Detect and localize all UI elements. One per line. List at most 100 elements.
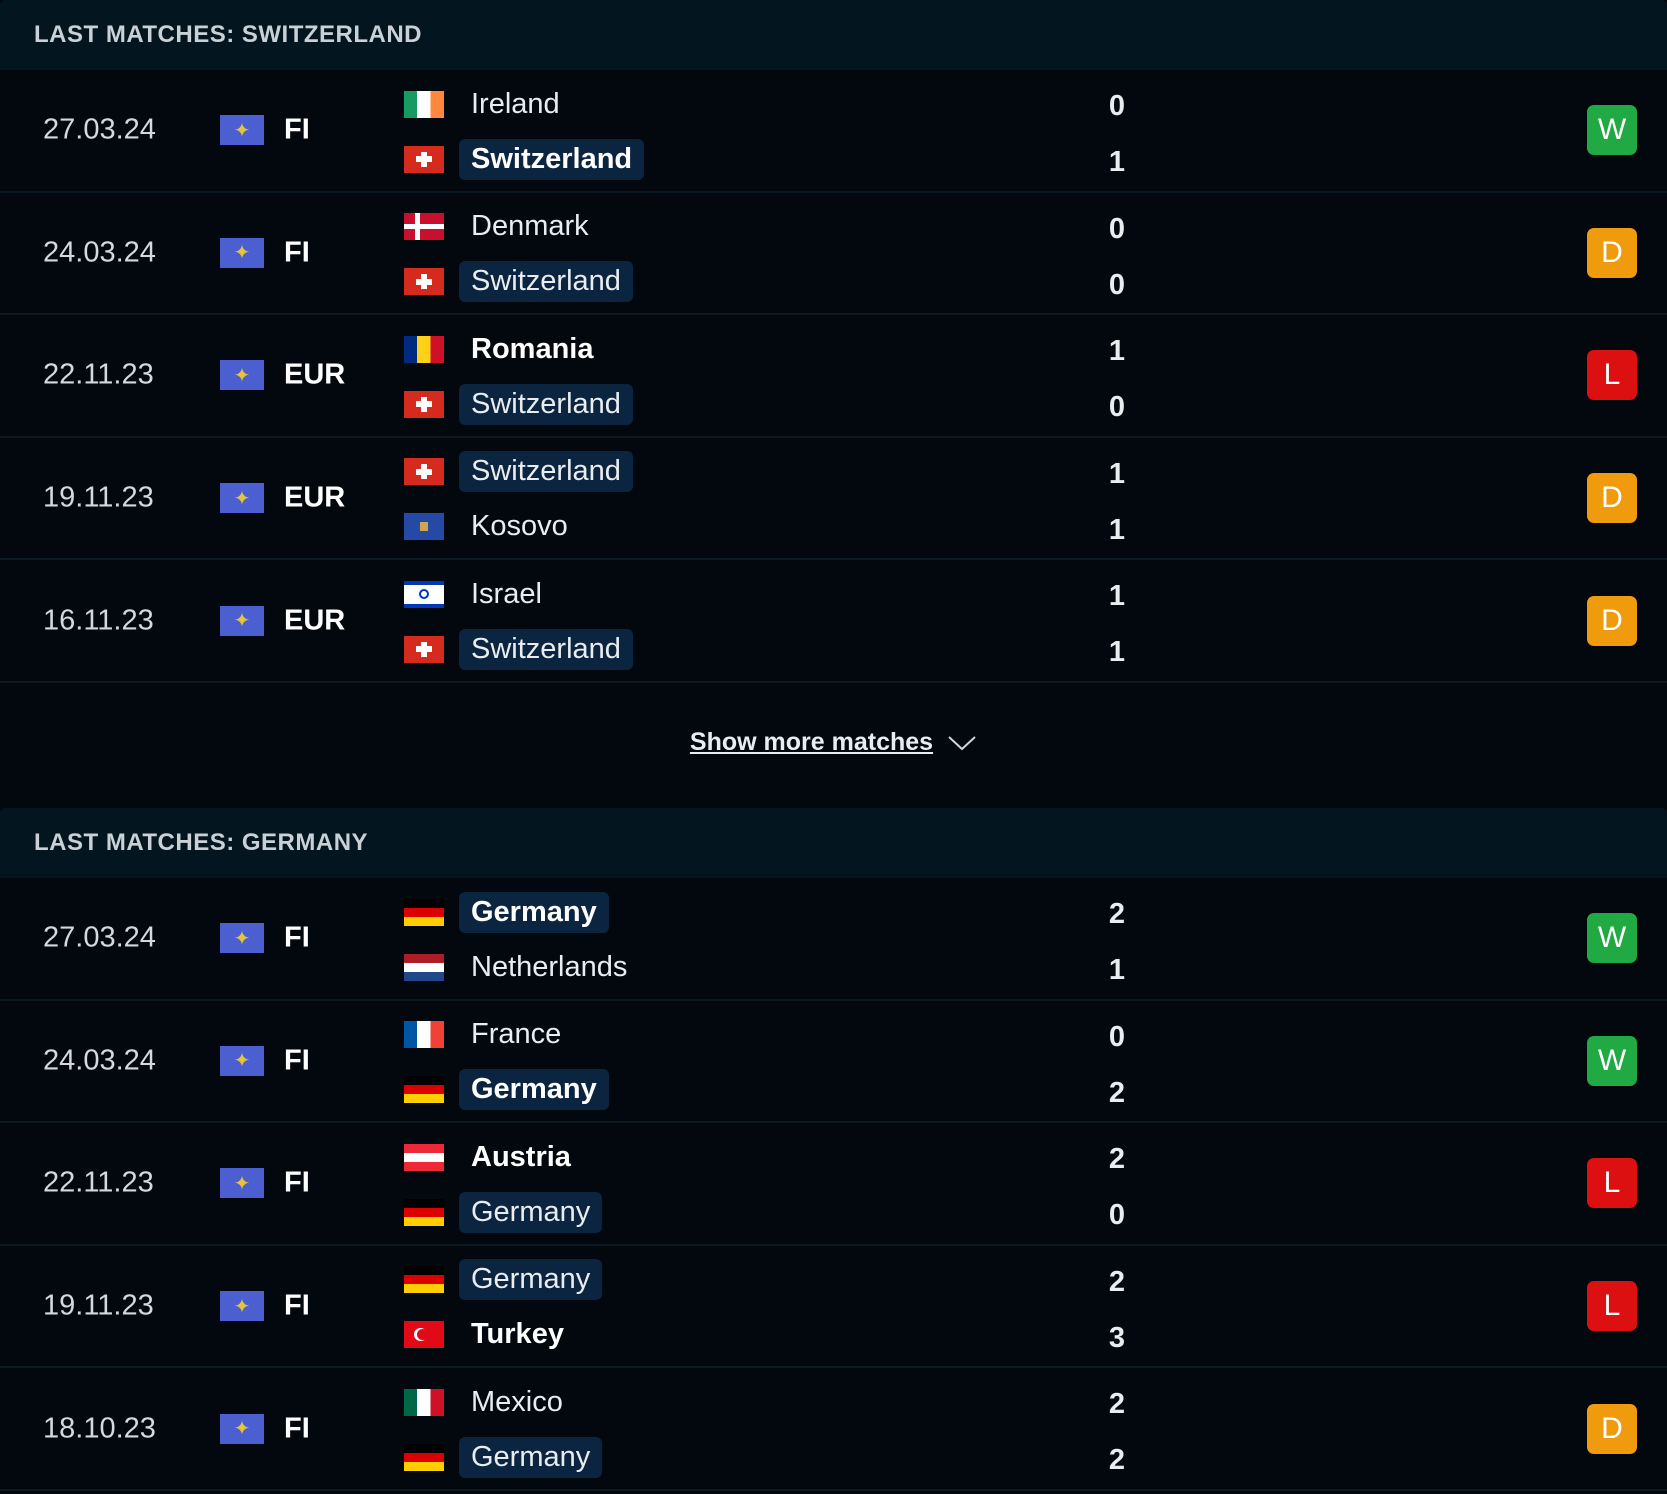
away-score: 0 bbox=[1108, 391, 1126, 424]
match-row[interactable]: 22.11.23 ✦ FI Austria Germany 2 0 L bbox=[0, 1123, 1667, 1246]
match-row[interactable]: 27.03.24 ✦ FI Germany Netherlands 2 1 W bbox=[0, 878, 1667, 1001]
match-row[interactable]: 22.11.23 ✦ EUR Romania Switzerland 1 0 L bbox=[0, 315, 1667, 438]
competition-label: EUR bbox=[284, 604, 346, 637]
team-name: Kosovo bbox=[471, 510, 568, 543]
netherlands-flag-icon bbox=[404, 953, 444, 981]
team-name: Switzerland bbox=[459, 451, 633, 493]
team-name: Germany bbox=[459, 1069, 609, 1111]
denmark-flag-icon bbox=[404, 213, 444, 241]
competition-label: FI bbox=[284, 921, 310, 954]
away-score: 1 bbox=[1108, 954, 1126, 986]
team-name: Switzerland bbox=[459, 383, 633, 425]
section-germany: LAST MATCHES: GERMANY 27.03.24 ✦ FI Germ… bbox=[0, 808, 1667, 1491]
section-switzerland: LAST MATCHES: SWITZERLAND 27.03.24 ✦ FI … bbox=[0, 0, 1667, 803]
match-date: 16.11.23 bbox=[43, 604, 154, 637]
team-name: Denmark bbox=[471, 210, 589, 243]
team-home[interactable]: Switzerland bbox=[404, 447, 633, 497]
team-home[interactable]: Romania bbox=[404, 324, 605, 374]
competition-label: FI bbox=[284, 1289, 310, 1322]
switzerland-flag-icon bbox=[404, 635, 444, 663]
team-home[interactable]: Ireland bbox=[404, 79, 572, 129]
away-score: 2 bbox=[1108, 1076, 1126, 1109]
show-more-label: Show more matches bbox=[689, 728, 934, 757]
result-badge: D bbox=[1587, 595, 1637, 646]
home-score: 2 bbox=[1108, 1143, 1126, 1176]
world-competition-icon: ✦ bbox=[220, 483, 264, 514]
result-badge: L bbox=[1587, 1281, 1637, 1332]
world-competition-icon: ✦ bbox=[220, 1168, 264, 1199]
match-date: 24.03.24 bbox=[43, 236, 156, 269]
team-home[interactable]: Israel bbox=[404, 569, 554, 619]
team-home[interactable]: Austria bbox=[404, 1132, 583, 1182]
away-score: 2 bbox=[1108, 1444, 1126, 1477]
match-row[interactable]: 27.03.24 ✦ FI Ireland Switzerland 0 1 W bbox=[0, 70, 1667, 193]
team-away[interactable]: Germany bbox=[404, 1432, 603, 1482]
match-row[interactable]: 19.11.23 ✦ FI Germany Turkey 2 3 L bbox=[0, 1245, 1667, 1369]
home-score: 2 bbox=[1108, 898, 1126, 930]
result-badge: W bbox=[1587, 913, 1637, 964]
team-name: Netherlands bbox=[471, 950, 628, 983]
match-date: 22.11.23 bbox=[43, 1166, 154, 1199]
switzerland-flag-icon bbox=[404, 268, 444, 296]
result-badge: D bbox=[1587, 227, 1637, 278]
world-competition-icon: ✦ bbox=[220, 237, 264, 268]
competition-label: FI bbox=[284, 1166, 310, 1199]
world-competition-icon: ✦ bbox=[220, 115, 264, 146]
switzerland-flag-icon bbox=[404, 390, 444, 418]
away-score: 0 bbox=[1108, 268, 1126, 301]
team-away[interactable]: Germany bbox=[404, 1065, 609, 1115]
match-row[interactable]: 24.03.24 ✦ FI Denmark Switzerland 0 0 D bbox=[0, 192, 1667, 316]
match-row[interactable]: 19.11.23 ✦ EUR Switzerland Kosovo 1 1 D bbox=[0, 437, 1667, 561]
romania-flag-icon bbox=[404, 335, 444, 363]
home-score: 1 bbox=[1108, 335, 1126, 368]
team-away[interactable]: Germany bbox=[404, 1187, 603, 1237]
team-away[interactable]: Kosovo bbox=[404, 502, 580, 552]
switzerland-flag-icon bbox=[404, 458, 444, 486]
match-date: 22.11.23 bbox=[43, 358, 154, 391]
result-badge: L bbox=[1587, 1158, 1637, 1209]
world-competition-icon: ✦ bbox=[220, 605, 264, 636]
team-away[interactable]: Switzerland bbox=[404, 134, 645, 184]
team-name: Germany bbox=[459, 891, 609, 933]
section-header: LAST MATCHES: SWITZERLAND bbox=[0, 0, 1667, 70]
match-date: 27.03.24 bbox=[43, 921, 156, 954]
match-row[interactable]: 16.11.23 ✦ EUR Israel Switzerland 1 1 D bbox=[0, 560, 1667, 683]
away-score: 1 bbox=[1108, 636, 1126, 669]
result-badge: W bbox=[1587, 105, 1637, 156]
team-away[interactable]: Switzerland bbox=[404, 257, 633, 307]
team-name: Switzerland bbox=[459, 138, 645, 180]
match-date: 19.11.23 bbox=[43, 1289, 154, 1322]
competition-label: FI bbox=[284, 113, 310, 146]
germany-flag-icon bbox=[404, 898, 444, 926]
home-score: 0 bbox=[1108, 90, 1126, 122]
team-name: Ireland bbox=[471, 87, 560, 120]
match-date: 27.03.24 bbox=[43, 113, 156, 146]
team-name: Germany bbox=[459, 1259, 603, 1301]
show-more-matches-button[interactable]: Show more matches bbox=[0, 682, 1667, 803]
israel-flag-icon bbox=[404, 580, 444, 608]
result-badge: L bbox=[1587, 350, 1637, 401]
turkey-flag-icon bbox=[404, 1321, 444, 1349]
team-away[interactable]: Switzerland bbox=[404, 624, 633, 674]
team-away[interactable]: Netherlands bbox=[404, 942, 639, 992]
team-away[interactable]: Turkey bbox=[404, 1310, 576, 1360]
competition-label: EUR bbox=[284, 481, 346, 514]
competition-label: EUR bbox=[284, 358, 346, 391]
team-home[interactable]: Germany bbox=[404, 1255, 603, 1305]
match-row[interactable]: 18.10.23 ✦ FI Mexico Germany 2 2 D bbox=[0, 1368, 1667, 1491]
result-badge: W bbox=[1587, 1035, 1637, 1086]
home-score: 2 bbox=[1108, 1388, 1126, 1421]
germany-flag-icon bbox=[404, 1443, 444, 1471]
team-name: Switzerland bbox=[459, 628, 633, 670]
section-header: LAST MATCHES: GERMANY bbox=[0, 808, 1667, 878]
team-home[interactable]: France bbox=[404, 1010, 573, 1060]
result-badge: D bbox=[1587, 473, 1637, 524]
team-home[interactable]: Denmark bbox=[404, 202, 601, 252]
home-score: 2 bbox=[1108, 1265, 1126, 1298]
competition-label: FI bbox=[284, 1412, 310, 1445]
team-name: France bbox=[471, 1018, 562, 1051]
match-row[interactable]: 24.03.24 ✦ FI France Germany 0 2 W bbox=[0, 1000, 1667, 1124]
team-home[interactable]: Mexico bbox=[404, 1377, 575, 1427]
team-away[interactable]: Switzerland bbox=[404, 379, 633, 429]
team-home[interactable]: Germany bbox=[404, 887, 609, 937]
